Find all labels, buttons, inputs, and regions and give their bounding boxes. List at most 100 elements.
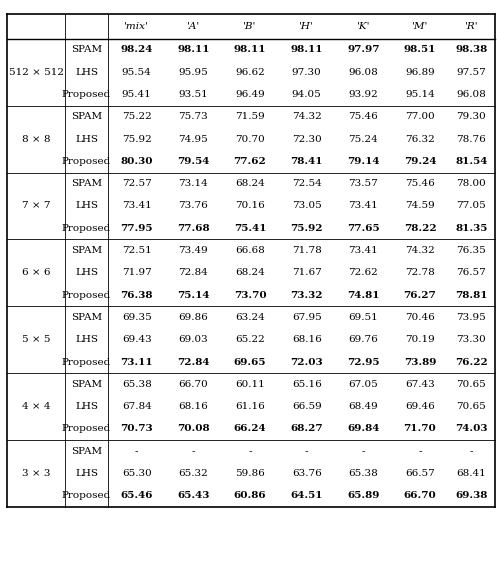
Text: 75.73: 75.73: [178, 112, 208, 122]
Text: 65.16: 65.16: [292, 380, 322, 389]
Text: 75.41: 75.41: [234, 223, 266, 233]
Text: 75.92: 75.92: [122, 134, 152, 144]
Text: SPAM: SPAM: [71, 45, 102, 54]
Text: LHS: LHS: [75, 68, 98, 77]
Text: 73.30: 73.30: [457, 335, 486, 345]
Text: 79.54: 79.54: [177, 157, 210, 166]
Text: SPAM: SPAM: [71, 313, 102, 322]
Text: 70.19: 70.19: [405, 335, 435, 345]
Text: 59.86: 59.86: [235, 469, 265, 478]
Text: 69.86: 69.86: [178, 313, 208, 322]
Text: 64.51: 64.51: [290, 491, 323, 500]
Text: 65.89: 65.89: [347, 491, 380, 500]
Text: 69.43: 69.43: [122, 335, 152, 345]
Text: 61.16: 61.16: [235, 402, 265, 411]
Text: Proposed: Proposed: [62, 357, 111, 367]
Text: LHS: LHS: [75, 402, 98, 411]
Text: 81.35: 81.35: [455, 223, 488, 233]
Text: 98.51: 98.51: [404, 45, 436, 54]
Text: -: -: [470, 446, 473, 456]
Text: 76.38: 76.38: [120, 291, 153, 300]
Text: 73.57: 73.57: [348, 179, 378, 188]
Text: 76.35: 76.35: [457, 246, 486, 255]
Text: 63.76: 63.76: [292, 469, 322, 478]
Text: 66.57: 66.57: [405, 469, 435, 478]
Text: 72.57: 72.57: [122, 179, 152, 188]
Text: LHS: LHS: [75, 201, 98, 211]
Text: 63.24: 63.24: [235, 313, 265, 322]
Text: Proposed: Proposed: [62, 491, 111, 500]
Text: 65.30: 65.30: [122, 469, 152, 478]
Text: 65.32: 65.32: [178, 469, 208, 478]
Text: 65.38: 65.38: [122, 380, 152, 389]
Text: 71.97: 71.97: [122, 268, 152, 277]
Text: 72.78: 72.78: [405, 268, 435, 277]
Text: 77.65: 77.65: [347, 223, 380, 233]
Text: 65.46: 65.46: [120, 491, 153, 500]
Text: 69.35: 69.35: [122, 313, 152, 322]
Text: 75.92: 75.92: [290, 223, 323, 233]
Text: 79.14: 79.14: [347, 157, 380, 166]
Text: 60.86: 60.86: [234, 491, 266, 500]
Text: 73.41: 73.41: [348, 246, 378, 255]
Text: 80.30: 80.30: [120, 157, 153, 166]
Text: 70.08: 70.08: [177, 424, 210, 434]
Text: 72.03: 72.03: [290, 357, 323, 367]
Text: LHS: LHS: [75, 134, 98, 144]
Text: Proposed: Proposed: [62, 291, 111, 300]
Text: 'H': 'H': [299, 22, 314, 31]
Text: 72.62: 72.62: [348, 268, 378, 277]
Text: 69.51: 69.51: [348, 313, 378, 322]
Text: 8 × 8: 8 × 8: [22, 134, 50, 144]
Text: 512 × 512: 512 × 512: [8, 68, 64, 77]
Text: 67.05: 67.05: [348, 380, 378, 389]
Text: 73.89: 73.89: [404, 357, 436, 367]
Text: 74.32: 74.32: [405, 246, 435, 255]
Text: 'R': 'R': [465, 22, 478, 31]
Text: 69.65: 69.65: [234, 357, 266, 367]
Text: 98.11: 98.11: [290, 45, 323, 54]
Text: 'B': 'B': [244, 22, 256, 31]
Text: 68.49: 68.49: [348, 402, 378, 411]
Text: 66.70: 66.70: [178, 380, 208, 389]
Text: 69.76: 69.76: [348, 335, 378, 345]
Text: 'mix': 'mix': [124, 22, 149, 31]
Text: 73.11: 73.11: [120, 357, 153, 367]
Text: 96.49: 96.49: [235, 90, 265, 99]
Text: 96.62: 96.62: [235, 68, 265, 77]
Text: 79.30: 79.30: [457, 112, 486, 122]
Text: 95.54: 95.54: [122, 68, 152, 77]
Text: SPAM: SPAM: [71, 380, 102, 389]
Text: 77.95: 77.95: [120, 223, 153, 233]
Text: 93.51: 93.51: [178, 90, 208, 99]
Text: -: -: [361, 446, 365, 456]
Text: 73.32: 73.32: [290, 291, 323, 300]
Text: 76.57: 76.57: [457, 268, 486, 277]
Text: 75.14: 75.14: [177, 291, 210, 300]
Text: 68.41: 68.41: [457, 469, 486, 478]
Text: 75.24: 75.24: [348, 134, 378, 144]
Text: 78.76: 78.76: [457, 134, 486, 144]
Text: 77.00: 77.00: [405, 112, 435, 122]
Text: 69.46: 69.46: [405, 402, 435, 411]
Text: 73.76: 73.76: [178, 201, 208, 211]
Text: 96.08: 96.08: [348, 68, 378, 77]
Text: 69.03: 69.03: [178, 335, 208, 345]
Text: 98.11: 98.11: [234, 45, 266, 54]
Text: 93.92: 93.92: [348, 90, 378, 99]
Text: 98.11: 98.11: [177, 45, 210, 54]
Text: 71.78: 71.78: [292, 246, 322, 255]
Text: 74.81: 74.81: [347, 291, 380, 300]
Text: 70.16: 70.16: [235, 201, 265, 211]
Text: 66.24: 66.24: [234, 424, 266, 434]
Text: 76.27: 76.27: [404, 291, 436, 300]
Text: 98.24: 98.24: [120, 45, 153, 54]
Text: SPAM: SPAM: [71, 112, 102, 122]
Text: 94.05: 94.05: [292, 90, 322, 99]
Text: -: -: [135, 446, 139, 456]
Text: 70.46: 70.46: [405, 313, 435, 322]
Text: 97.30: 97.30: [292, 68, 322, 77]
Text: 75.22: 75.22: [122, 112, 152, 122]
Text: 68.27: 68.27: [290, 424, 323, 434]
Text: 75.46: 75.46: [405, 179, 435, 188]
